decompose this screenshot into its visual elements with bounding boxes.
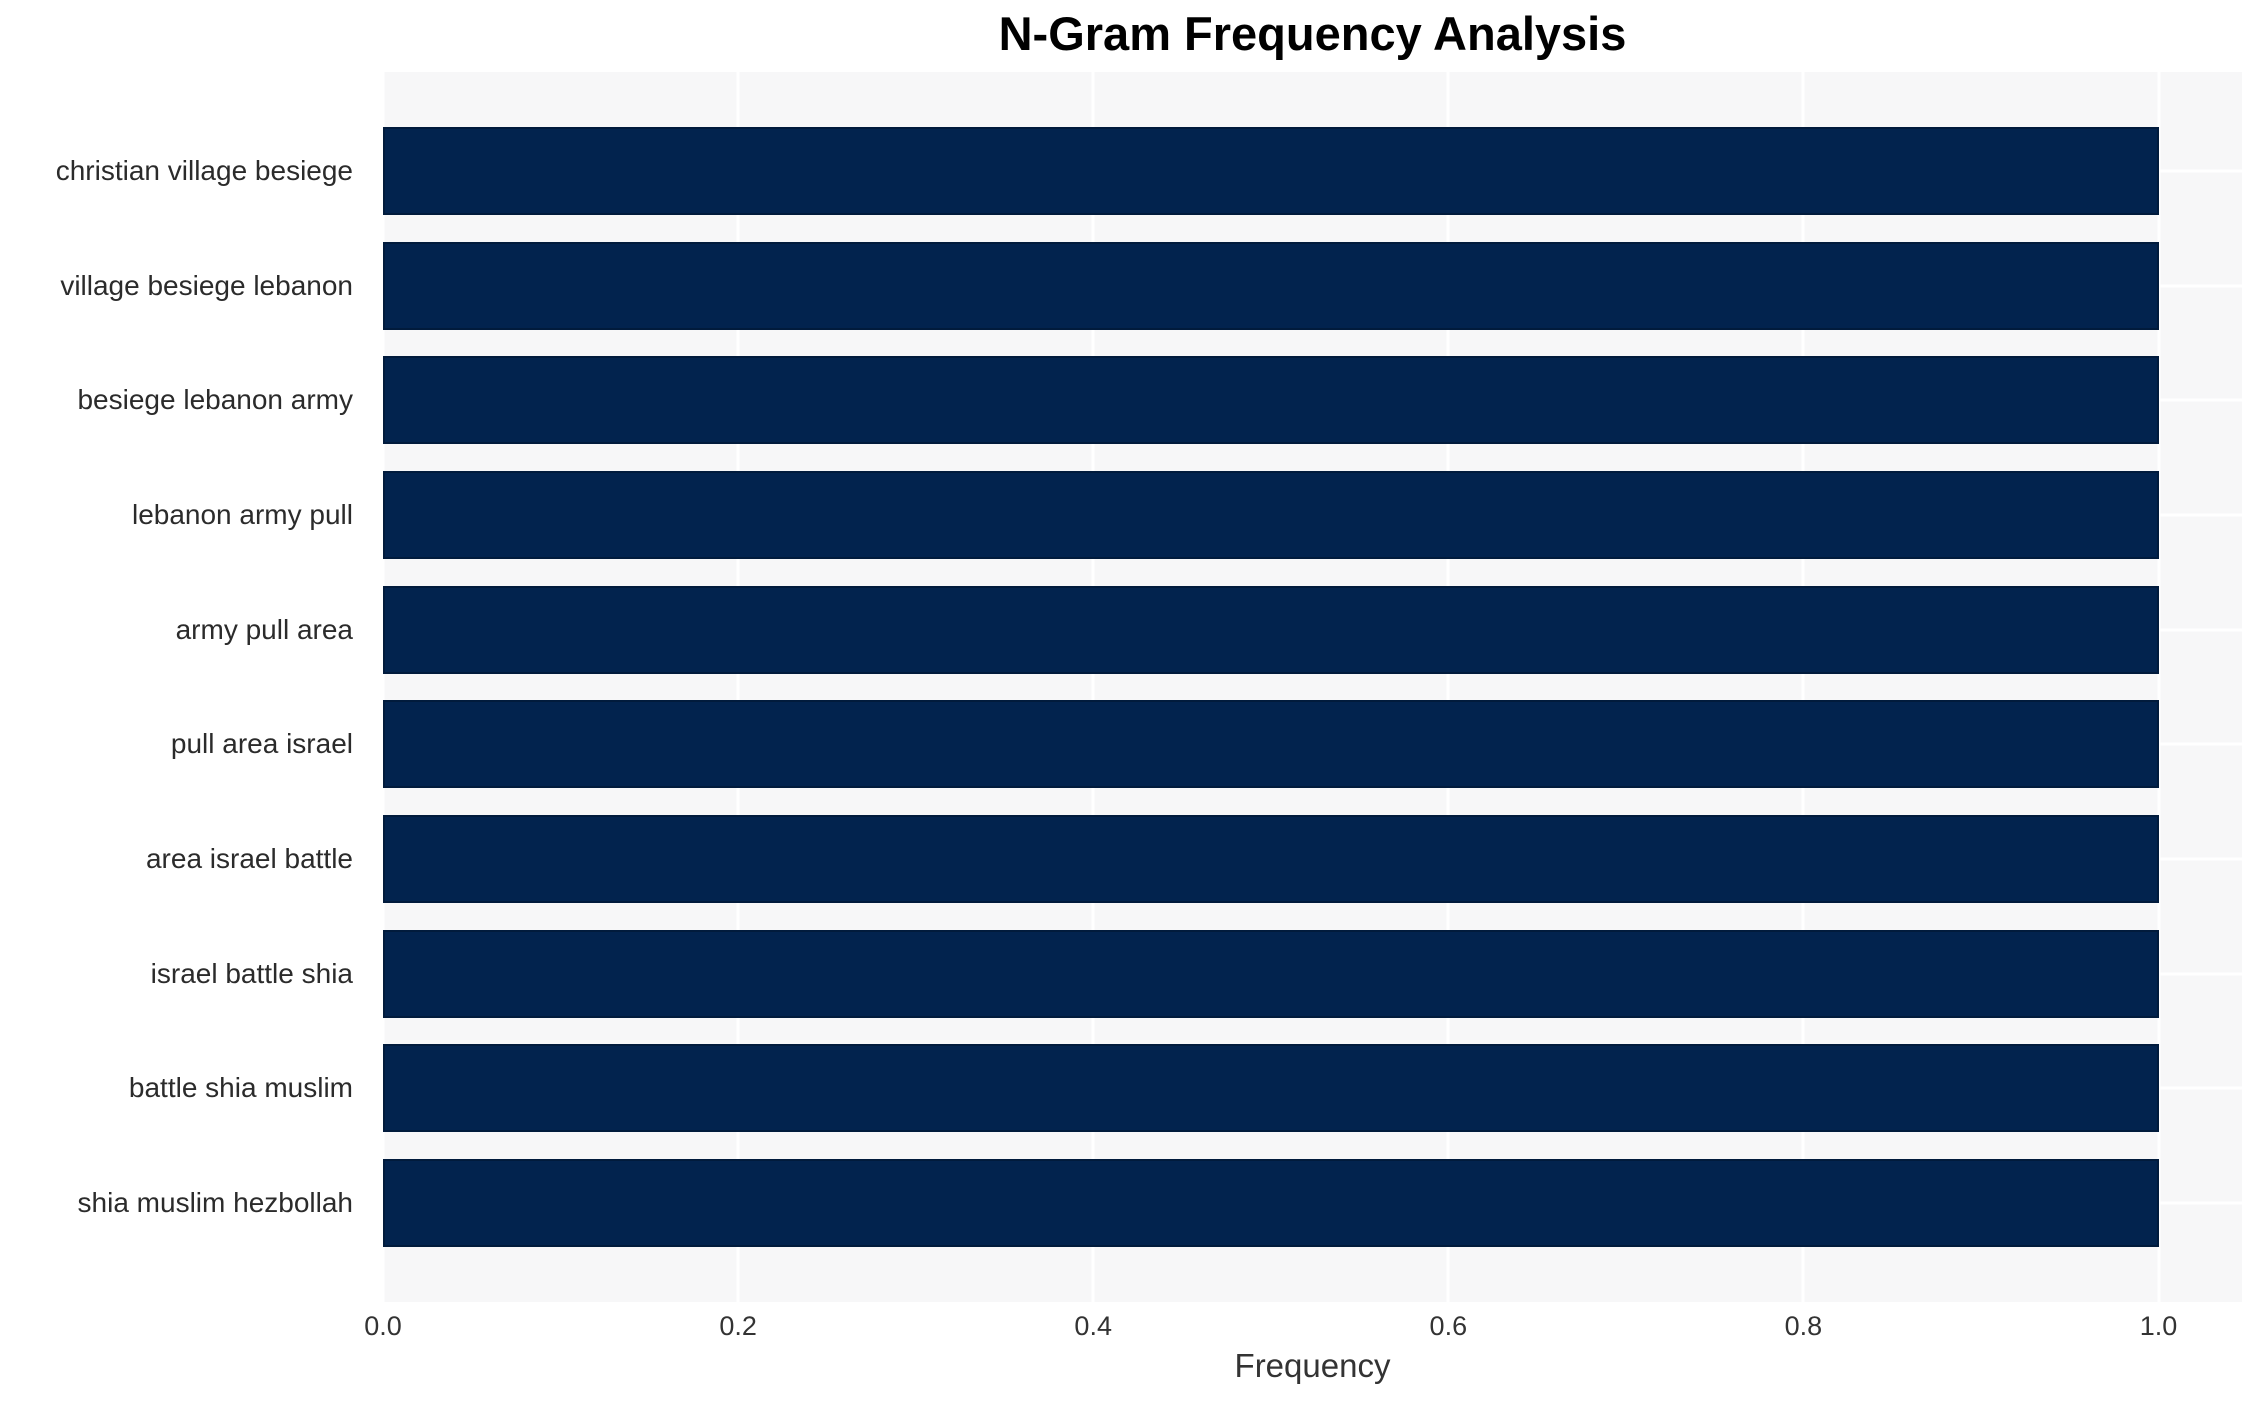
x-gridline-0.8 [1801, 72, 1805, 1302]
y-tick-label: lebanon army pull [131, 498, 353, 530]
x-tick-label: 0.8 [1784, 1311, 1823, 1341]
bars-container [383, 72, 2242, 1302]
x-gridline-0.2 [736, 72, 740, 1302]
plot-area [381, 72, 2242, 1302]
x-tick-label: 0.2 [719, 1311, 757, 1341]
y-tick-label: battle shia muslim [128, 1072, 353, 1104]
bar-besiege-lebanon-army [383, 356, 2159, 445]
bar-christian-village-besiege [383, 127, 2159, 215]
bar-lebanon-army-pull [383, 470, 2159, 559]
x-gridline-0.6 [1446, 72, 1450, 1302]
bar-army-pull-area [383, 585, 2159, 674]
y-tick-label: israel battle shia [150, 957, 353, 989]
chart-title: N-Gram Frequency Analysis [998, 7, 1627, 60]
x-gridline-0.0 [381, 72, 385, 1302]
y-axis-labels: christian village besiege village besiege… [0, 72, 368, 1302]
y-tick-label: area israel battle [145, 842, 353, 874]
bar-shia-muslim-hezbollah [383, 1158, 2159, 1247]
bar-village-besiege-lebanon [383, 241, 2159, 330]
y-tick-label: christian village besiege [55, 155, 353, 186]
y-tick-label: pull area israel [170, 728, 353, 760]
x-gridline-1.0 [2157, 72, 2161, 1302]
bar-israel-battle-shia [383, 929, 2159, 1018]
x-tick-label: 0.4 [1074, 1311, 1112, 1341]
x-tick-label: 0.0 [364, 1311, 402, 1341]
bar-pull-area-israel [383, 700, 2159, 789]
x-gridline-0.4 [1091, 72, 1095, 1302]
x-tick-label: 1.0 [2139, 1311, 2178, 1341]
y-tick-label: army pull area [175, 613, 353, 645]
x-axis-title: Frequency [1234, 1347, 1391, 1384]
x-tick-label: 0.6 [1429, 1311, 1468, 1341]
bar-battle-shia-muslim [383, 1044, 2159, 1133]
y-tick-label: shia muslim hezbollah [77, 1186, 353, 1218]
y-tick-label: besiege lebanon army [77, 384, 353, 416]
x-axis: 0.0 0.2 0.4 0.6 0.8 1.0 [364, 1302, 2242, 1344]
y-tick-label: village besiege lebanon [60, 269, 353, 301]
bar-area-israel-battle [383, 814, 2159, 903]
